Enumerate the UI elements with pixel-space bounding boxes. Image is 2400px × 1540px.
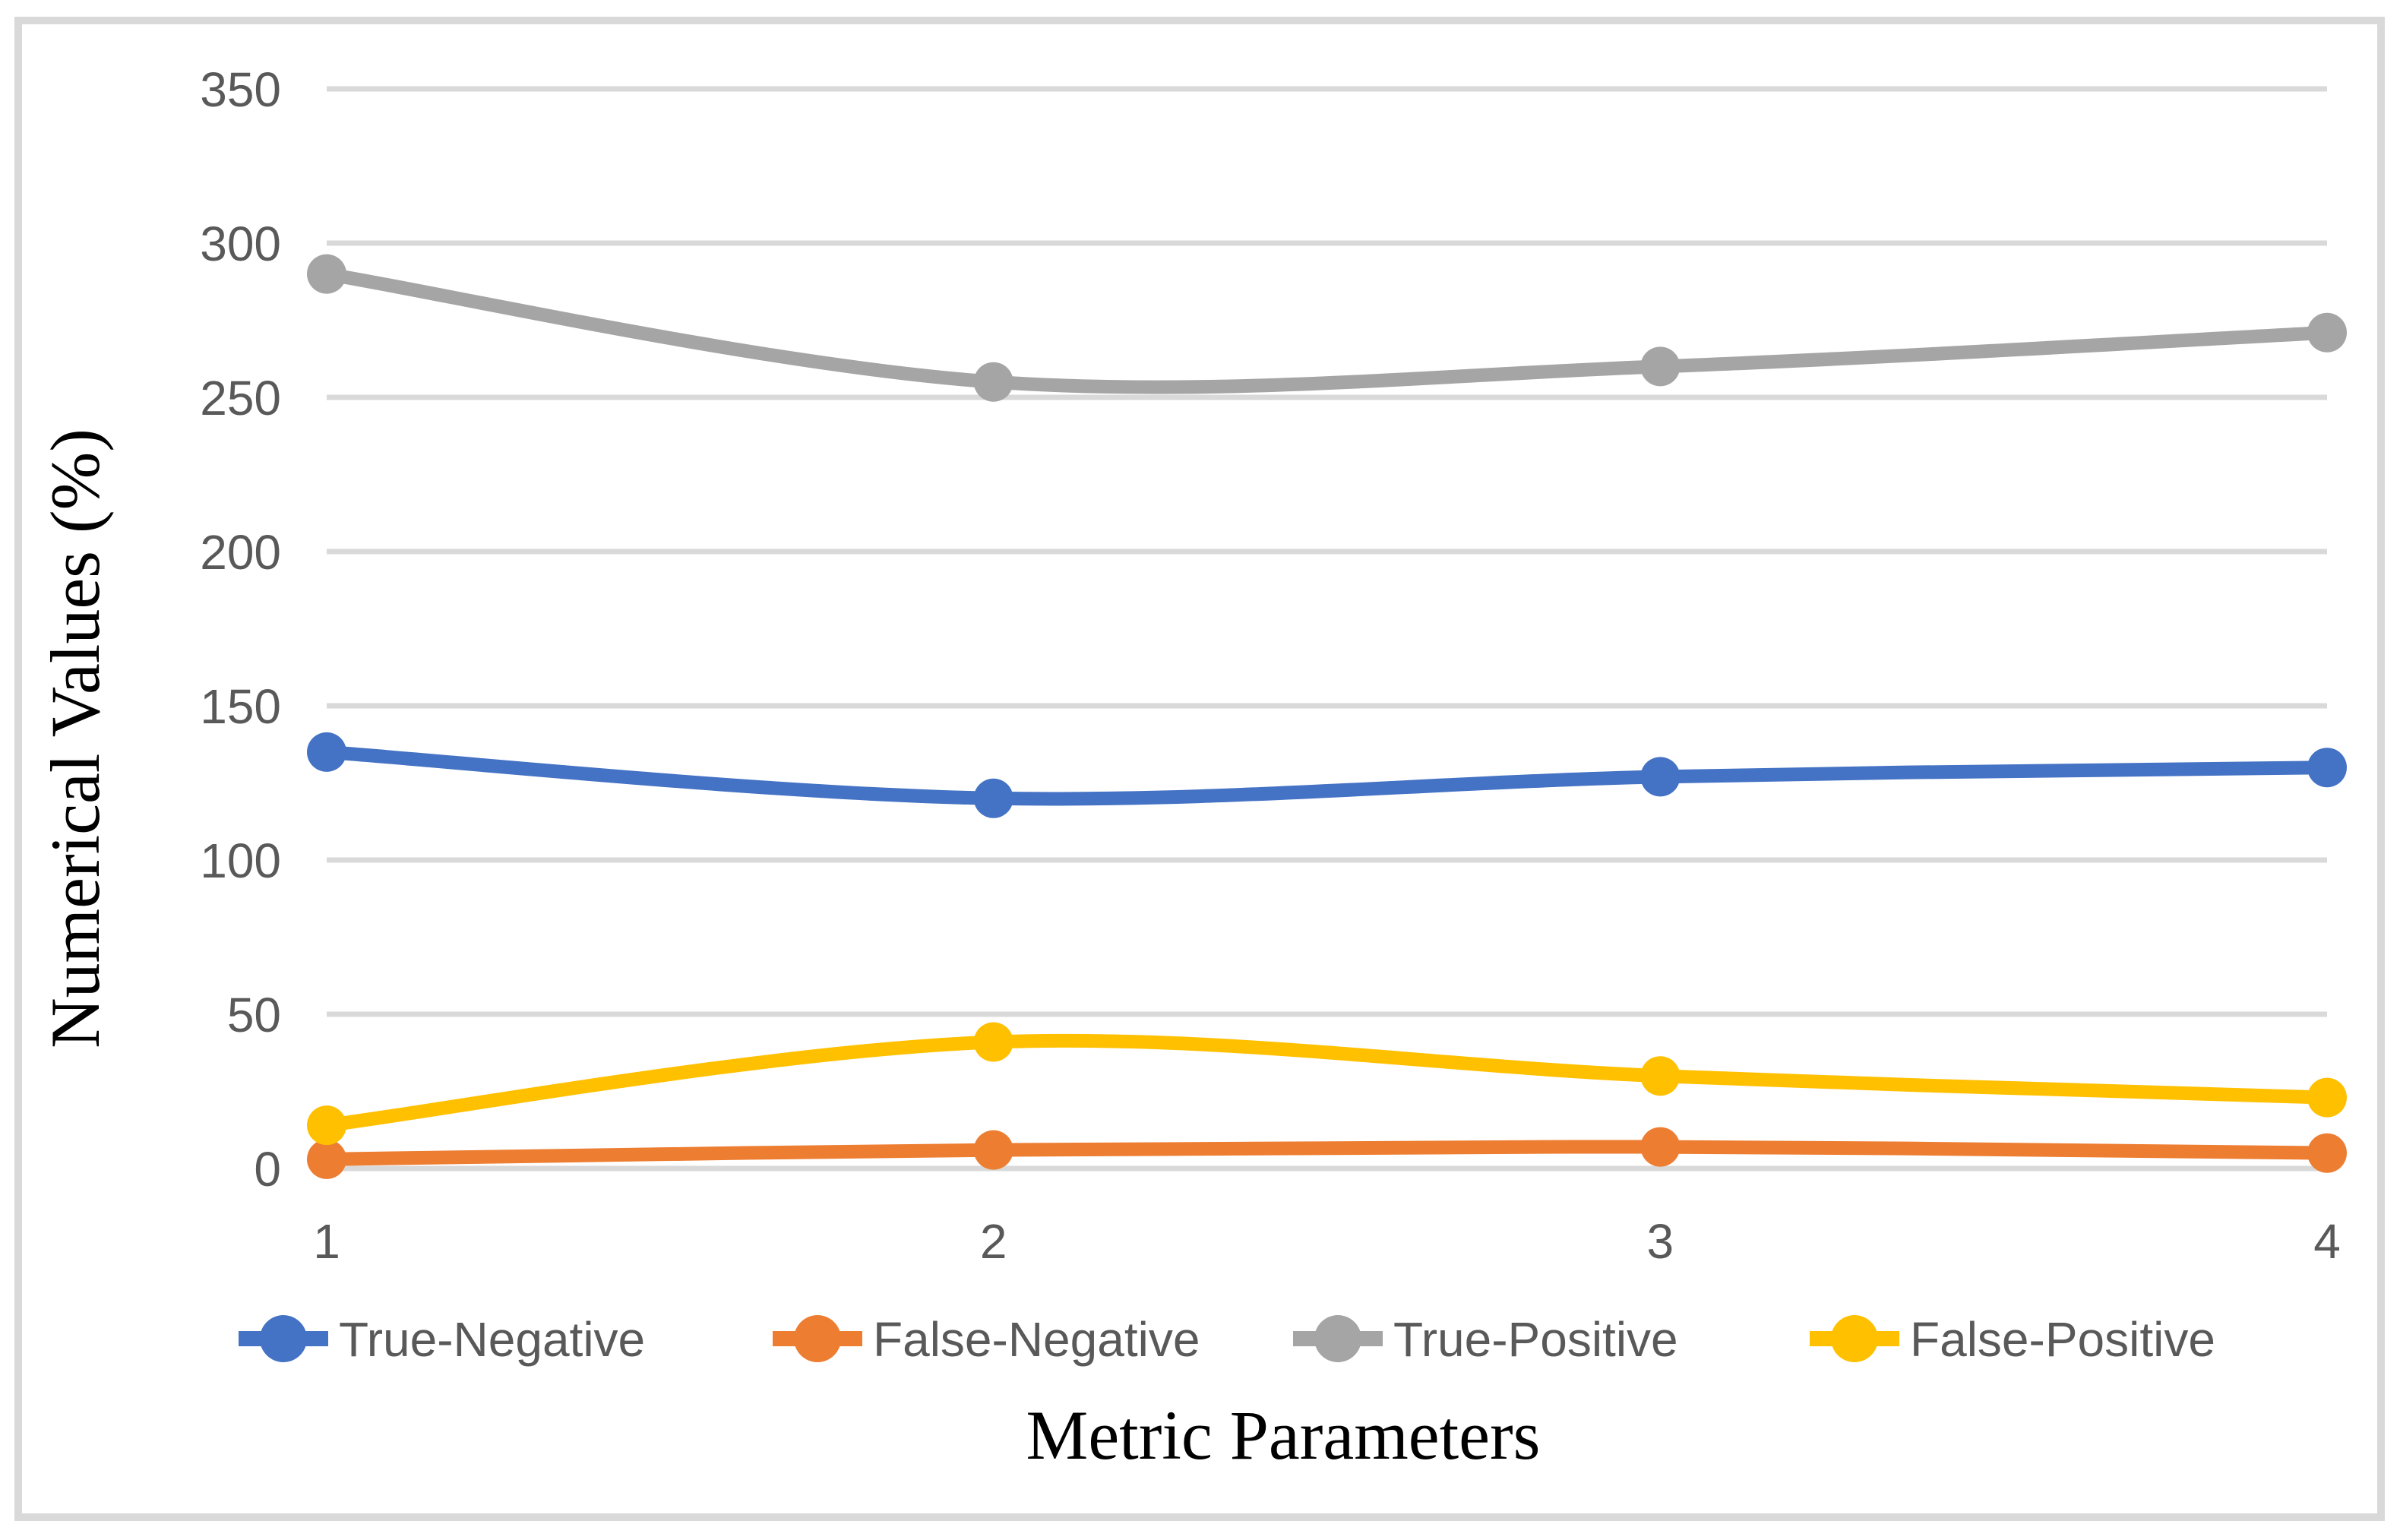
legend-item-true-positive: True-Positive: [1293, 1312, 1678, 1367]
legend-label-false-negative: False-Negative: [873, 1312, 1200, 1367]
data-point-true-positive-x4: [2307, 312, 2347, 353]
data-point-true-positive-x2: [973, 362, 1013, 402]
series-line-false-negative: [320, 1140, 2334, 1166]
series-false-negative: [307, 1127, 2347, 1179]
x-axis-title: Metric Parameters: [1026, 1396, 1541, 1474]
data-point-false-positive-x3: [1640, 1056, 1681, 1096]
y-tick-label-0: 0: [254, 1142, 281, 1197]
chart-legend: True-Negative False-Negative True-Positive…: [239, 1312, 2215, 1367]
series-line-true-negative: [320, 745, 2334, 806]
y-axis-title: Numerical Values (%): [36, 428, 114, 1048]
x-tick-label-4: 4: [2313, 1214, 2341, 1269]
data-point-true-negative-x4: [2307, 748, 2347, 788]
series-line-true-positive: [320, 267, 2334, 394]
data-series: [307, 254, 2347, 1179]
x-axis-tick-labels: 1 2 3 4: [313, 1214, 2341, 1269]
data-point-true-positive-x1: [307, 254, 346, 294]
data-point-false-positive-x4: [2307, 1077, 2347, 1118]
data-point-false-negative-x1: [307, 1139, 346, 1179]
series-true-positive: [307, 254, 2347, 402]
data-point-false-positive-x2: [973, 1022, 1013, 1062]
y-tick-label-300: 300: [200, 217, 281, 271]
data-point-true-positive-x3: [1640, 346, 1681, 387]
legend-marker-dot-false-negative: [794, 1315, 841, 1362]
legend-item-true-negative: True-Negative: [239, 1312, 645, 1367]
data-point-true-negative-x2: [973, 778, 1013, 818]
x-tick-label-1: 1: [313, 1214, 340, 1269]
data-point-false-negative-x4: [2307, 1133, 2347, 1173]
x-tick-label-2: 2: [980, 1214, 1007, 1269]
y-axis-tick-labels: 0 50 100 150 200 250 300 350: [200, 62, 281, 1197]
legend-label-true-negative: True-Negative: [339, 1312, 645, 1367]
y-tick-label-100: 100: [200, 833, 281, 888]
y-tick-label-150: 150: [200, 679, 281, 734]
data-point-true-negative-x3: [1640, 757, 1681, 797]
data-point-false-negative-x3: [1640, 1127, 1681, 1167]
legend-label-false-positive: False-Positive: [1910, 1312, 2215, 1367]
y-tick-label-250: 250: [200, 371, 281, 425]
y-tick-label-50: 50: [227, 988, 281, 1042]
series-true-negative: [307, 732, 2347, 818]
data-point-false-negative-x2: [973, 1130, 1013, 1170]
x-tick-label-3: 3: [1647, 1214, 1674, 1269]
legend-item-false-positive: False-Positive: [1810, 1312, 2215, 1367]
gridlines: [327, 86, 2327, 1172]
legend-marker-dot-true-positive: [1314, 1315, 1361, 1362]
legend-marker-dot-true-negative: [260, 1315, 307, 1362]
y-tick-label-350: 350: [200, 62, 281, 117]
legend-label-true-positive: True-Positive: [1393, 1312, 1678, 1367]
chart-border-frame: [14, 17, 2385, 1521]
series-line-false-positive: [320, 1033, 2334, 1133]
data-point-false-positive-x1: [307, 1105, 346, 1146]
legend-item-false-negative: False-Negative: [773, 1312, 1200, 1367]
series-false-positive: [307, 1022, 2347, 1146]
legend-marker-dot-false-positive: [1831, 1315, 1878, 1362]
y-tick-label-200: 200: [200, 525, 281, 580]
data-point-true-negative-x1: [307, 732, 346, 772]
